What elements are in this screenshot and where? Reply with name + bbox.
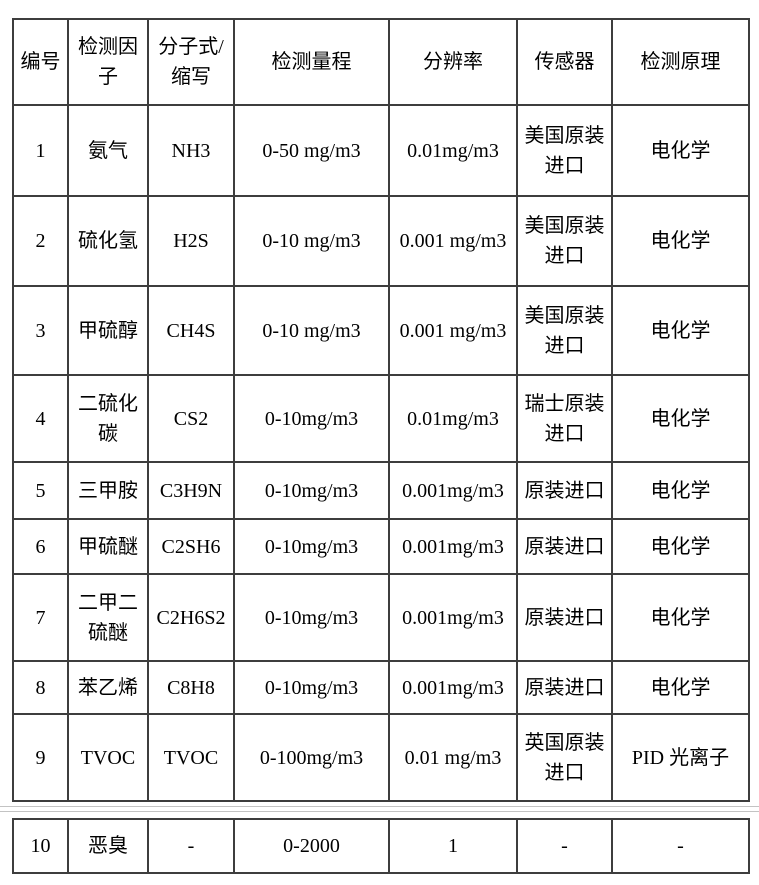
table-cell: H2S bbox=[147, 195, 235, 287]
table-cell: 电化学 bbox=[611, 374, 750, 463]
table-cell: 甲硫醚 bbox=[67, 518, 149, 575]
table-row: 3 甲硫醇 CH4S 0-10 mg/m3 0.001 mg/m3 美国原装进口 电化学 bbox=[12, 285, 750, 376]
table-cell: 电化学 bbox=[611, 104, 750, 197]
table-row: 1 氨气 NH3 0-50 mg/m3 0.01mg/m3 美国原装进口 电化学 bbox=[12, 104, 750, 197]
table-cell: 0-10mg/m3 bbox=[233, 374, 390, 463]
table-cell: 0.01mg/m3 bbox=[388, 104, 518, 197]
table-cell: 电化学 bbox=[611, 660, 750, 715]
table-cell: 10 bbox=[12, 818, 69, 874]
page-break-line bbox=[0, 811, 759, 812]
col-header-formula: 分子式/缩写 bbox=[147, 18, 235, 106]
table-cell: - bbox=[611, 818, 750, 874]
table-row: 10 恶臭 -0-2000 1- - bbox=[12, 818, 750, 874]
page-break-line bbox=[0, 806, 759, 807]
table-cell: 甲硫醇 bbox=[67, 285, 149, 376]
table-cell: NH3 bbox=[147, 104, 235, 197]
table-cell: C3H9N bbox=[147, 461, 235, 520]
table-cell: 5 bbox=[12, 461, 69, 520]
table-cell: 电化学 bbox=[611, 518, 750, 575]
table-cell: 恶臭 bbox=[67, 818, 149, 874]
table-cell: 8 bbox=[12, 660, 69, 715]
table-cell: CS2 bbox=[147, 374, 235, 463]
table-cell: C2H6S2 bbox=[147, 573, 235, 662]
table-cell: 电化学 bbox=[611, 573, 750, 662]
table-cell: 6 bbox=[12, 518, 69, 575]
header-row: 编号 检测因子 分子式/缩写 检测量程 分辨率 传感器 检测原理 bbox=[12, 18, 750, 106]
table-row: 4 二硫化碳 CS2 0-10mg/m3 0.01mg/m3 瑞士原装进口 电化学 bbox=[12, 374, 750, 463]
table-cell: 电化学 bbox=[611, 461, 750, 520]
table-cell: 0-10mg/m3 bbox=[233, 573, 390, 662]
table-cell: 0.001mg/m3 bbox=[388, 573, 518, 662]
table-cell: 美国原装进口 bbox=[516, 104, 613, 197]
table-cell: 瑞士原装进口 bbox=[516, 374, 613, 463]
table-cell: 2 bbox=[12, 195, 69, 287]
table-cell: 0.01 mg/m3 bbox=[388, 713, 518, 802]
table-row: 2 硫化氢 H2S 0-10 mg/m3 0.001 mg/m3 美国原装进口 电化学 bbox=[12, 195, 750, 287]
table-row: 9 TVOC TVOC 0-100mg/m3 0.01 mg/m3 英国原装进口 PID 光… bbox=[12, 713, 750, 802]
col-header-number: 编号 bbox=[12, 18, 69, 106]
table-cell: CH4S bbox=[147, 285, 235, 376]
table-cell: 0.01mg/m3 bbox=[388, 374, 518, 463]
table-row: 6 甲硫醚 C2SH6 0-10mg/m3 0.001mg/m3 原装进口 电化学 bbox=[12, 518, 750, 575]
table-cell: 3 bbox=[12, 285, 69, 376]
col-header-factor: 检测因子 bbox=[67, 18, 149, 106]
table-cell: 原装进口 bbox=[516, 573, 613, 662]
table-cell: 硫化氢 bbox=[67, 195, 149, 287]
table-cell: TVOC bbox=[147, 713, 235, 802]
table-cell: 0-10mg/m3 bbox=[233, 518, 390, 575]
table-cell: 原装进口 bbox=[516, 518, 613, 575]
table-cell: 二硫化碳 bbox=[67, 374, 149, 463]
table-cell: 0.001mg/m3 bbox=[388, 660, 518, 715]
table-row: 7 二甲二硫醚 C2H6S2 0-10mg/m3 0.001mg/m3 原装进口 电化学 bbox=[12, 573, 750, 662]
table-cell: 4 bbox=[12, 374, 69, 463]
table-cell: 0-10mg/m3 bbox=[233, 461, 390, 520]
table-cell: C8H8 bbox=[147, 660, 235, 715]
table-cell: PID 光离子 bbox=[611, 713, 750, 802]
table-cell: 0-50 mg/m3 bbox=[233, 104, 390, 197]
table-cell: TVOC bbox=[67, 713, 149, 802]
col-header-sensor: 传感器 bbox=[516, 18, 613, 106]
table-cell: 0-10mg/m3 bbox=[233, 660, 390, 715]
table-cell: 0.001mg/m3 bbox=[388, 518, 518, 575]
table-cell: - bbox=[147, 818, 235, 874]
col-header-principle: 检测原理 bbox=[611, 18, 750, 106]
table-cell: 电化学 bbox=[611, 195, 750, 287]
table-cell: 电化学 bbox=[611, 285, 750, 376]
table-cell: - bbox=[516, 818, 613, 874]
table-cell: C2SH6 bbox=[147, 518, 235, 575]
table-cell: 美国原装进口 bbox=[516, 195, 613, 287]
table-cell: 美国原装进口 bbox=[516, 285, 613, 376]
table-row: 8 苯乙烯 C8H8 0-10mg/m3 0.001mg/m3 原装进口 电化学 bbox=[12, 660, 750, 715]
col-header-range: 检测量程 bbox=[233, 18, 390, 106]
table-cell: 9 bbox=[12, 713, 69, 802]
table-cell: 原装进口 bbox=[516, 660, 613, 715]
table-cell: 1 bbox=[12, 104, 69, 197]
detection-factors-table: 编号 检测因子 分子式/缩写 检测量程 分辨率 传感器 检测原理 1 氨气 NH3 0… bbox=[12, 18, 750, 802]
table-cell: 苯乙烯 bbox=[67, 660, 149, 715]
table-cell: 0-100mg/m3 bbox=[233, 713, 390, 802]
table-cell: 原装进口 bbox=[516, 461, 613, 520]
table-cell: 英国原装进口 bbox=[516, 713, 613, 802]
table-cell: 0.001 mg/m3 bbox=[388, 285, 518, 376]
table-cell: 0.001 mg/m3 bbox=[388, 195, 518, 287]
table-row: 5 三甲胺 C3H9N 0-10mg/m3 0.001mg/m3 原装进口 电化学 bbox=[12, 461, 750, 520]
table-cell: 氨气 bbox=[67, 104, 149, 197]
col-header-resolution: 分辨率 bbox=[388, 18, 518, 106]
table-cell: 1 bbox=[388, 818, 518, 874]
table-cell: 三甲胺 bbox=[67, 461, 149, 520]
table-cell: 0.001mg/m3 bbox=[388, 461, 518, 520]
table-cell: 二甲二硫醚 bbox=[67, 573, 149, 662]
table-cell: 7 bbox=[12, 573, 69, 662]
detection-factors-table-continued: 10 恶臭 -0-2000 1- - bbox=[12, 818, 750, 874]
table-cell: 0-2000 bbox=[233, 818, 390, 874]
table-cell: 0-10 mg/m3 bbox=[233, 195, 390, 287]
table-cell: 0-10 mg/m3 bbox=[233, 285, 390, 376]
